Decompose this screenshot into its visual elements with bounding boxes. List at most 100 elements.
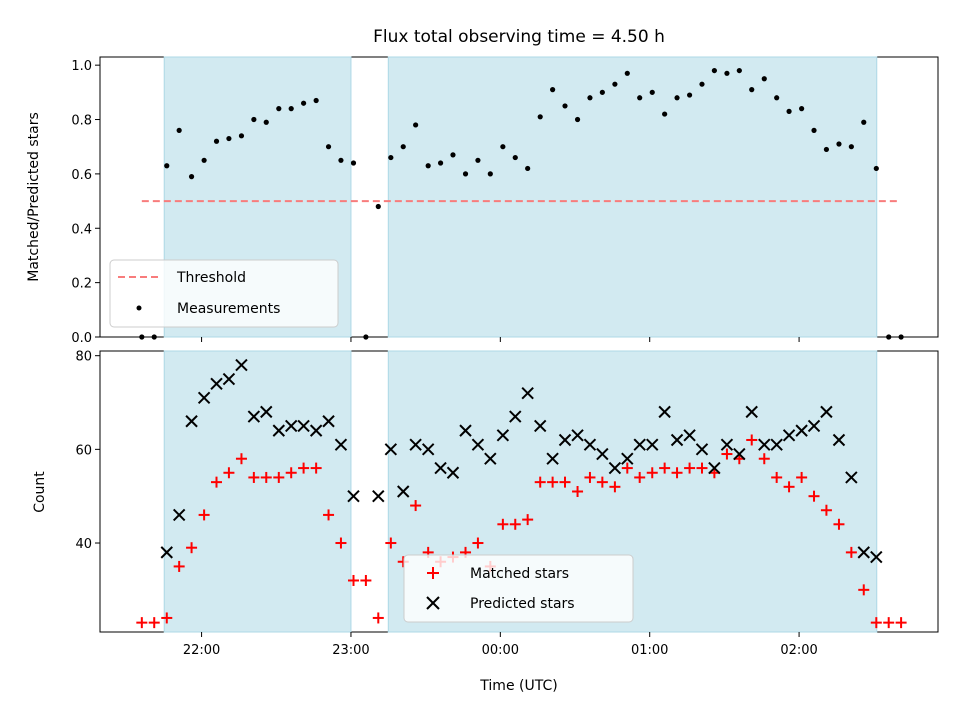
- y-tick-label: 0.2: [71, 277, 92, 292]
- matched-star-point: [572, 486, 584, 497]
- legend-predicted-label: Predicted stars: [470, 596, 575, 612]
- ratio-legend: Threshold Measurements: [109, 259, 339, 328]
- matched-star-point: [646, 467, 658, 479]
- matched-star-point: [870, 617, 882, 629]
- matched-star-point: [808, 490, 820, 502]
- predicted-star-point: [571, 429, 584, 442]
- predicted-star-point: [733, 447, 746, 461]
- measurement-point: [450, 152, 456, 158]
- measurement-point: [649, 89, 655, 95]
- matched-star-point: [198, 509, 210, 521]
- measurement-point: [139, 334, 145, 340]
- measurement-point: [898, 334, 904, 340]
- predicted-star-point: [484, 452, 497, 465]
- matched-star-point: [472, 537, 484, 549]
- predicted-star-point: [334, 438, 348, 451]
- ratio-y-ticks: 0.0 0.2 0.4 0.6 0.8 1.0: [71, 59, 100, 346]
- predicted-star-point: [870, 550, 883, 564]
- measurement-point: [375, 203, 381, 210]
- measurement-point: [637, 95, 643, 101]
- measurement-point: [774, 95, 780, 101]
- predicted-star-point: [758, 438, 771, 451]
- x-axis-label: Time (UTC): [479, 678, 557, 694]
- matched-star-point: [310, 462, 322, 474]
- counts-y-ticks: 40 60 80: [75, 350, 100, 552]
- legend-matched-swatch: [427, 567, 439, 579]
- predicted-star-point: [247, 410, 261, 423]
- measurement-point: [462, 171, 469, 177]
- measurement-point: [724, 70, 730, 76]
- predicted-star-point: [509, 410, 522, 423]
- matched-star-point: [273, 471, 285, 483]
- measurement-point: [487, 171, 493, 177]
- matched-star-point: [335, 537, 347, 549]
- counts-legend-box: [403, 554, 634, 623]
- matched-star-point: [584, 471, 596, 483]
- measurement-point: [574, 116, 581, 123]
- measurement-point: [761, 76, 767, 82]
- predicted-star-point: [409, 438, 422, 451]
- measurement-point: [749, 87, 755, 93]
- measurement-point: [350, 160, 357, 166]
- predicted-star-point: [807, 419, 821, 433]
- predicted-star-point: [720, 438, 734, 451]
- counts-legend: Matched stars Predicted stars: [403, 554, 634, 623]
- measurement-point: [674, 95, 680, 101]
- measurement-point: [662, 111, 668, 117]
- matched-star-point: [895, 617, 907, 629]
- ratio-legend-box: [109, 259, 339, 328]
- matched-star-point: [820, 504, 832, 516]
- y-tick-label: 1.0: [71, 59, 92, 74]
- matched-star-point: [684, 462, 696, 474]
- matched-star-point: [248, 471, 260, 483]
- measurement-point: [525, 165, 531, 172]
- y-tick-label: 0.6: [71, 168, 92, 183]
- matched-star-point: [385, 537, 397, 549]
- predicted-star-point: [222, 372, 236, 386]
- measurement-point: [263, 119, 269, 125]
- x-tick-label: 02:00: [780, 643, 817, 658]
- predicted-star-point: [272, 424, 286, 437]
- measurement-point: [276, 106, 282, 112]
- measurement-point: [886, 334, 892, 340]
- matched-star-point: [559, 476, 571, 488]
- legend-measurements-swatch: [136, 305, 142, 311]
- matched-star-point: [721, 448, 733, 460]
- matched-star-point: [298, 462, 310, 474]
- matched-star-point: [235, 453, 247, 465]
- measurement-point: [151, 334, 157, 340]
- measurement-point: [201, 157, 207, 163]
- measurement-point: [848, 144, 854, 150]
- predicted-star-point: [459, 424, 472, 437]
- measurement-point: [861, 119, 867, 125]
- measurement-point: [699, 81, 705, 87]
- matched-star-point: [186, 542, 198, 554]
- measurement-point: [537, 114, 543, 120]
- matched-star-point: [497, 518, 509, 530]
- matched-star-point: [360, 574, 372, 586]
- y-tick-label: 80: [75, 350, 92, 365]
- predicted-star-point: [683, 429, 696, 442]
- legend-measurements-label: Measurements: [177, 301, 280, 317]
- measurement-point: [836, 141, 842, 147]
- matched-star-point: [833, 518, 845, 530]
- ratio-shade-1: [387, 56, 878, 338]
- predicted-star-point: [197, 391, 211, 405]
- measurement-point: [686, 92, 693, 98]
- ratio-panel: 0.0 0.2 0.4 0.6 0.8 1.0 Matched/Predicted sta…: [26, 56, 939, 346]
- predicted-star-point: [521, 386, 534, 400]
- measurement-point: [238, 133, 245, 139]
- measurement-point: [188, 174, 195, 180]
- measurement-point: [562, 103, 568, 109]
- x-tick-label: 23:00: [332, 643, 369, 658]
- predicted-star-point: [322, 415, 335, 428]
- predicted-star-point: [708, 461, 721, 475]
- measurement-point: [873, 165, 879, 172]
- predicted-star-point: [558, 433, 572, 447]
- matched-star-points: [136, 434, 907, 629]
- predicted-star-point: [384, 443, 398, 456]
- matched-star-point: [285, 467, 297, 479]
- measurement-point: [413, 122, 419, 128]
- matched-star-point: [634, 471, 646, 483]
- predicted-star-point: [670, 433, 684, 447]
